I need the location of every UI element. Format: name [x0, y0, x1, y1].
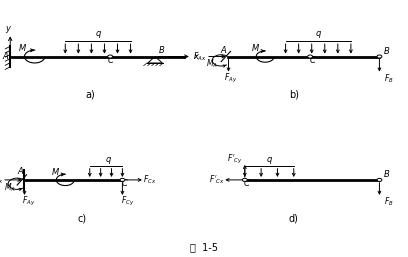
Circle shape [308, 55, 313, 58]
Text: d): d) [289, 213, 299, 223]
Text: $F_{Ax}$: $F_{Ax}$ [0, 174, 3, 186]
Text: q: q [105, 155, 111, 164]
Text: x: x [193, 52, 198, 61]
Text: $F_{Ay}$: $F_{Ay}$ [224, 72, 237, 85]
Text: $F_{Cx}$: $F_{Cx}$ [144, 174, 157, 186]
Text: A: A [221, 47, 226, 56]
Circle shape [377, 55, 382, 58]
Text: $M_A$: $M_A$ [4, 181, 16, 194]
Circle shape [242, 178, 247, 181]
Text: M: M [51, 168, 59, 177]
Text: M: M [19, 44, 26, 53]
Text: $F_B$: $F_B$ [384, 196, 393, 208]
Circle shape [377, 178, 382, 181]
Text: A: A [2, 52, 8, 61]
Text: C: C [309, 56, 315, 65]
Text: $M_A$: $M_A$ [206, 58, 218, 70]
Text: $F_B$: $F_B$ [384, 72, 393, 85]
Text: a): a) [85, 90, 95, 100]
Text: $F_{Ay}$: $F_{Ay}$ [22, 195, 35, 208]
Text: 图  1-5: 图 1-5 [190, 242, 218, 252]
Text: q: q [315, 29, 321, 38]
Text: $F'_{Cx}$: $F'_{Cx}$ [209, 174, 225, 186]
Circle shape [108, 55, 113, 58]
Text: y: y [6, 24, 11, 33]
Text: c): c) [77, 213, 86, 223]
Text: M: M [251, 44, 259, 53]
Circle shape [120, 178, 125, 181]
Text: B: B [158, 46, 164, 55]
Text: A: A [18, 167, 23, 176]
Text: $F_{Ax}$: $F_{Ax}$ [193, 50, 206, 63]
Text: $F_{Cy}$: $F_{Cy}$ [121, 195, 134, 208]
Text: C: C [107, 56, 113, 65]
Text: C: C [244, 179, 250, 188]
Text: q: q [266, 155, 272, 164]
Text: B: B [384, 47, 389, 56]
Text: C: C [122, 179, 127, 188]
Text: B: B [384, 170, 389, 179]
Text: $F'_{Cy}$: $F'_{Cy}$ [227, 153, 242, 166]
Text: b): b) [289, 90, 299, 100]
Text: q: q [95, 29, 101, 38]
